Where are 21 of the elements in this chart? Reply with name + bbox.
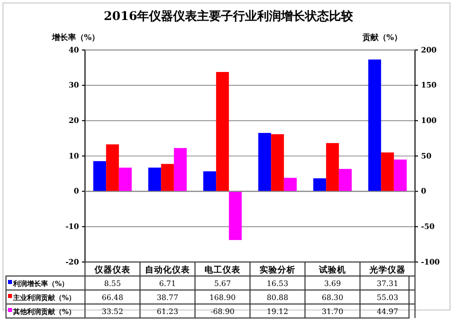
- bar: [368, 60, 382, 192]
- bar: [313, 178, 326, 192]
- bar: [394, 160, 407, 192]
- x-tick-label: 电工仪表: [204, 264, 242, 276]
- bar: [326, 143, 339, 192]
- y-axis-title: 增长率（%）: [51, 32, 100, 42]
- bar: [174, 148, 187, 192]
- x-tick-label: 实验分析: [260, 264, 296, 276]
- y2-axis-title: 贡献（%）: [362, 32, 402, 42]
- bar: [381, 152, 394, 192]
- x-tick-label: 自动化仪表: [145, 264, 191, 276]
- bar: [118, 168, 132, 192]
- x-tick-label: 光学仪器: [368, 264, 406, 276]
- bar: [228, 191, 242, 240]
- chart-title: 2016年仪器仪表主要子行业利润增长状态比较: [104, 9, 354, 23]
- bar: [216, 72, 229, 192]
- bar: [338, 168, 352, 192]
- bar: [203, 171, 216, 192]
- x-tick-label: 试验机: [318, 264, 346, 276]
- x-tick-label: 仪器仪表: [94, 264, 132, 276]
- bar: [284, 178, 297, 192]
